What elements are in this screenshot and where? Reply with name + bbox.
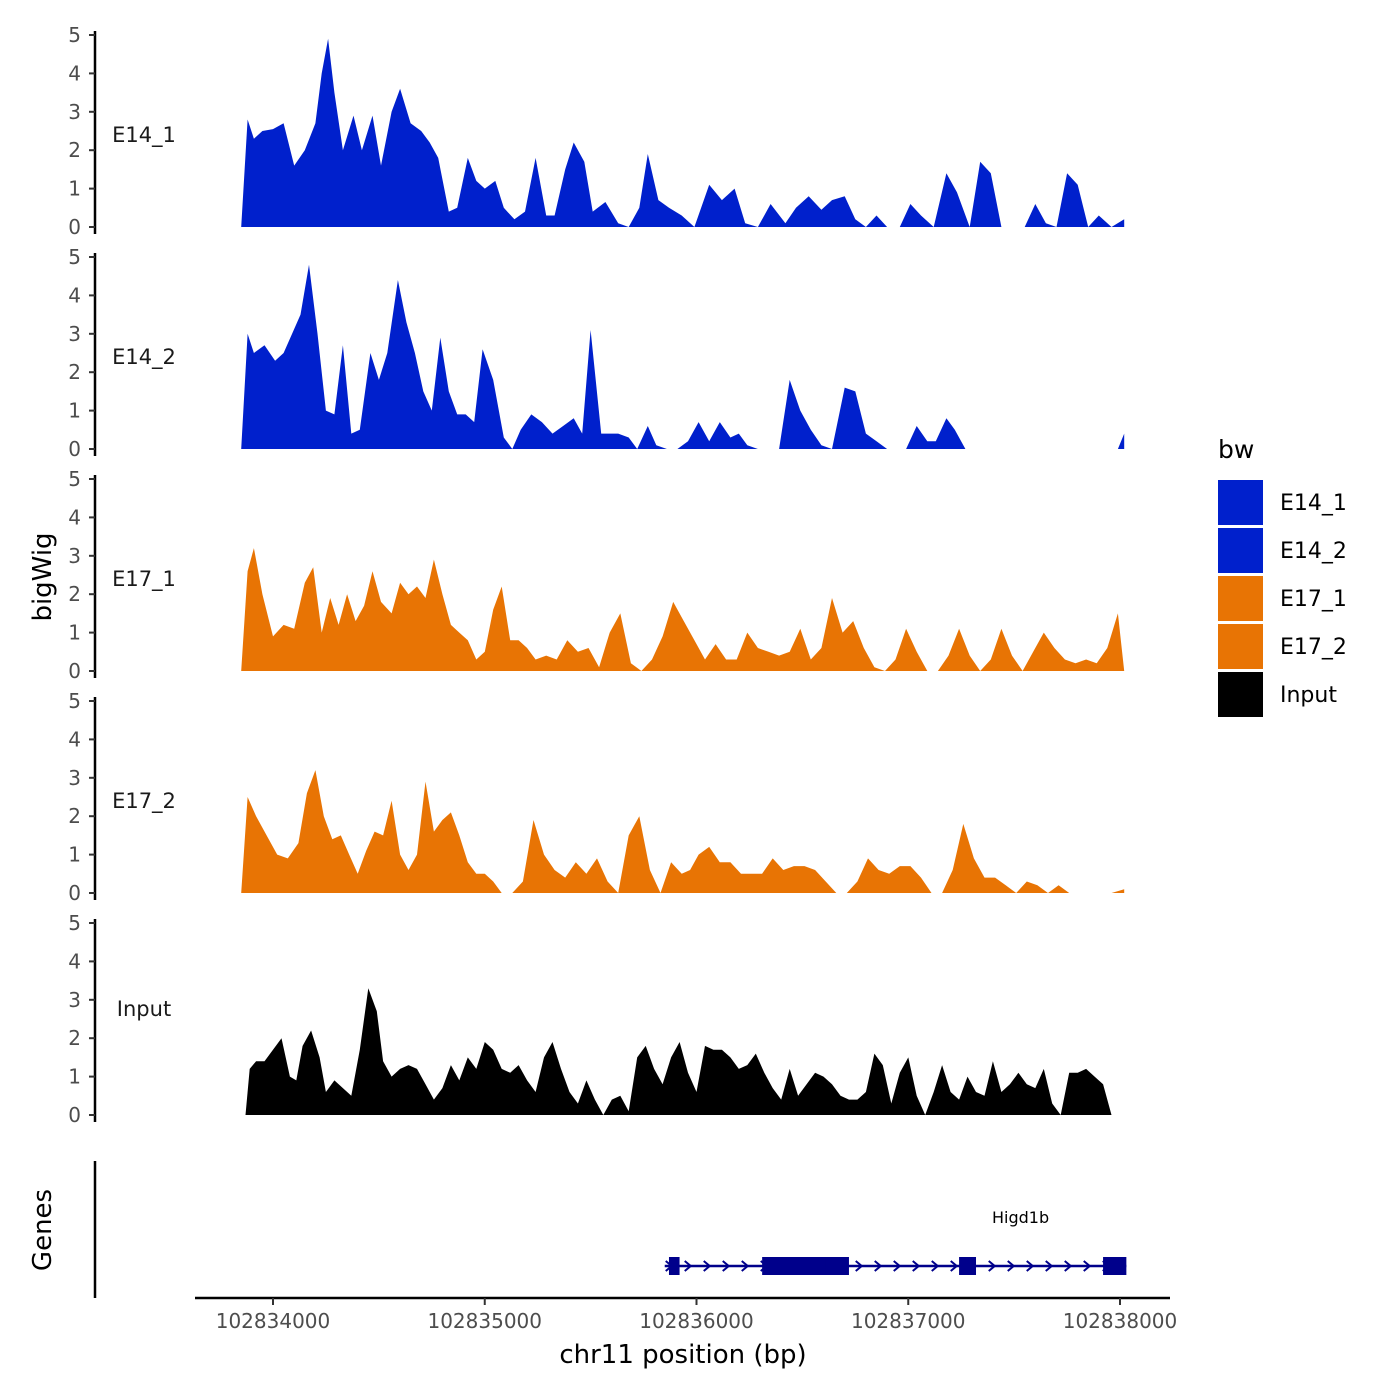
legend-title: bw <box>1218 435 1254 464</box>
legend-label: E14_1 <box>1280 491 1347 516</box>
legend-item-E17_2: E17_2 <box>1218 624 1347 669</box>
x-axis: 102834000 102835000 102836000 102837000 1028… <box>195 1296 1178 1333</box>
y-tick-label: 3 <box>68 100 81 124</box>
y-tick-label: 3 <box>68 322 81 346</box>
legend-item-E14_2: E14_2 <box>1218 528 1347 573</box>
y-tick-label: 2 <box>68 582 81 606</box>
strand-arrow <box>722 1260 731 1272</box>
y-tick-label: 4 <box>68 949 81 973</box>
coverage-area-E14_2 <box>241 264 1125 449</box>
strand-arrow <box>874 1260 883 1272</box>
legend-swatch <box>1218 672 1263 717</box>
legend: bw E14_1 E14_2 E17_1 E17_2 Input <box>1218 435 1347 717</box>
legend-label: E17_1 <box>1280 587 1347 612</box>
y-tick-label: 5 <box>68 911 81 935</box>
legend-swatch <box>1218 528 1263 573</box>
legend-item-E17_1: E17_1 <box>1218 576 1347 621</box>
coverage-area-E17_1 <box>241 548 1125 671</box>
strand-arrow <box>855 1260 864 1272</box>
y-tick-label: 1 <box>68 399 81 423</box>
exon <box>1103 1257 1127 1275</box>
y-tick-label: 1 <box>68 177 81 201</box>
track-Input: 0 1 2 3 4 5 Input <box>68 911 1125 1127</box>
strand-arrow <box>1045 1260 1054 1272</box>
exon <box>825 1257 849 1275</box>
y-tick-label: 4 <box>68 61 81 85</box>
exon <box>762 1257 837 1275</box>
strand-arrow <box>931 1260 940 1272</box>
exon <box>959 1257 977 1275</box>
y-tick-label: 1 <box>68 621 81 645</box>
strand-arrow <box>893 1260 902 1272</box>
y-tick-label: 4 <box>68 505 81 529</box>
y-tick-label: 0 <box>68 437 81 461</box>
track-label: E17_1 <box>112 567 176 592</box>
x-axis-title: chr11 position (bp) <box>559 1340 806 1370</box>
track-label: E14_1 <box>112 123 176 148</box>
genes-axis-title: Genes <box>28 1189 58 1271</box>
y-tick-label: 2 <box>68 1026 81 1050</box>
coverage-area-Input <box>245 988 1125 1115</box>
x-tick-label: 102838000 <box>1063 1309 1178 1333</box>
y-tick-label: 5 <box>68 689 81 713</box>
track-E14_2: 0 1 2 3 4 5 E14_2 <box>68 245 1125 461</box>
y-tick-label: 0 <box>68 881 81 905</box>
legend-item-Input: Input <box>1218 672 1337 717</box>
legend-label: Input <box>1280 683 1337 708</box>
x-tick-label: 102837000 <box>851 1309 966 1333</box>
y-tick-label: 3 <box>68 544 81 568</box>
y-axis-title: bigWig <box>28 532 58 621</box>
strand-arrow <box>1064 1260 1073 1272</box>
y-tick-label: 4 <box>68 283 81 307</box>
coverage-area-E17_2 <box>241 770 1125 893</box>
y-tick-label: 5 <box>68 23 81 47</box>
y-tick-label: 0 <box>68 659 81 683</box>
exon <box>668 1257 680 1275</box>
track-label: E17_2 <box>112 789 176 814</box>
x-tick-label: 102834000 <box>216 1309 331 1333</box>
strand-arrow <box>950 1260 959 1272</box>
genes-panel: Higd1b <box>93 1161 1127 1298</box>
strand-arrow <box>1026 1260 1035 1272</box>
strand-arrow <box>988 1260 997 1272</box>
legend-swatch <box>1218 576 1263 621</box>
legend-label: E17_2 <box>1280 635 1347 660</box>
y-tick-label: 2 <box>68 360 81 384</box>
track-E17_2: 0 1 2 3 4 5 E17_2 <box>68 689 1125 905</box>
track-label: Input <box>117 997 171 1021</box>
y-tick-label: 0 <box>68 215 81 239</box>
legend-label: E14_2 <box>1280 539 1347 564</box>
strand-arrow <box>741 1260 750 1272</box>
strand-arrow <box>1007 1260 1016 1272</box>
track-E17_1: 0 1 2 3 4 5 E17_1 <box>68 467 1125 683</box>
strand-arrow <box>1083 1260 1092 1272</box>
x-tick-label: 102836000 <box>639 1309 754 1333</box>
y-tick-label: 2 <box>68 138 81 162</box>
y-tick-label: 1 <box>68 843 81 867</box>
gene-label: Higd1b <box>992 1208 1049 1227</box>
y-tick-label: 3 <box>68 766 81 790</box>
y-tick-label: 2 <box>68 804 81 828</box>
strand-arrow <box>684 1260 693 1272</box>
coverage-area-E14_1 <box>241 38 1125 227</box>
y-tick-label: 4 <box>68 727 81 751</box>
strand-arrow <box>703 1260 712 1272</box>
track-label: E14_2 <box>112 345 176 370</box>
legend-item-E14_1: E14_1 <box>1218 480 1347 525</box>
legend-swatch <box>1218 480 1263 525</box>
y-tick-label: 5 <box>68 467 81 491</box>
gene-Higd1b: Higd1b <box>664 1208 1127 1275</box>
legend-swatch <box>1218 624 1263 669</box>
y-tick-label: 3 <box>68 988 81 1012</box>
track-panels: 0 1 2 3 4 5 E14_1 0 1 2 3 4 5 E14_2 0 1 2 3 4 5 E17_1 0 1 2 3 4 5 E… <box>68 23 1125 1127</box>
x-tick-label: 102835000 <box>427 1309 542 1333</box>
y-tick-label: 0 <box>68 1103 81 1127</box>
y-tick-label: 1 <box>68 1065 81 1089</box>
strand-arrow <box>912 1260 921 1272</box>
y-tick-label: 5 <box>68 245 81 269</box>
track-E14_1: 0 1 2 3 4 5 E14_1 <box>68 23 1125 239</box>
